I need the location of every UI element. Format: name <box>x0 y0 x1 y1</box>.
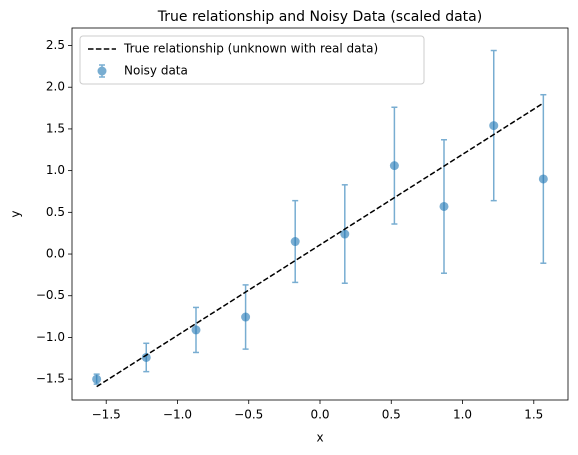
chart-title: True relationship and Noisy Data (scaled… <box>157 9 482 25</box>
y-tick-label: 0.5 <box>46 205 65 219</box>
y-axis-label: y <box>9 210 23 217</box>
y-tick-label: 1.0 <box>46 163 65 177</box>
y-tick-label: −1.0 <box>36 330 65 344</box>
y-tick-label: 2.0 <box>46 80 65 94</box>
point <box>290 237 300 247</box>
legend-label: Noisy data <box>124 64 188 78</box>
y-tick-label: 1.5 <box>46 121 65 135</box>
x-tick-label: −0.5 <box>234 408 263 422</box>
y-tick-label: 0.0 <box>46 247 65 261</box>
true-line <box>96 102 544 388</box>
y-tick-label: 2.5 <box>46 38 65 52</box>
x-tick-label: 1.0 <box>453 408 472 422</box>
point <box>489 121 499 131</box>
point <box>241 312 251 322</box>
point <box>340 229 350 239</box>
legend-dot <box>97 66 107 76</box>
y-tick-label: −1.5 <box>36 372 65 386</box>
point <box>92 374 102 384</box>
point <box>191 325 201 335</box>
plot-frame <box>71 27 569 401</box>
legend-box <box>79 35 425 85</box>
x-axis-label: x <box>316 431 323 445</box>
y-tick-label: −0.5 <box>36 288 65 302</box>
x-tick-label: 0.5 <box>382 408 401 422</box>
point <box>141 352 151 362</box>
legend-label: True relationship (unknown with real dat… <box>123 42 378 56</box>
x-tick-label: −1.0 <box>163 408 192 422</box>
point <box>439 201 449 211</box>
point <box>389 161 399 171</box>
legend-marker <box>97 64 107 78</box>
x-tick-label: 0.0 <box>310 408 329 422</box>
point <box>538 174 548 184</box>
x-tick-label: −1.5 <box>92 408 121 422</box>
x-tick-label: 1.5 <box>524 408 543 422</box>
